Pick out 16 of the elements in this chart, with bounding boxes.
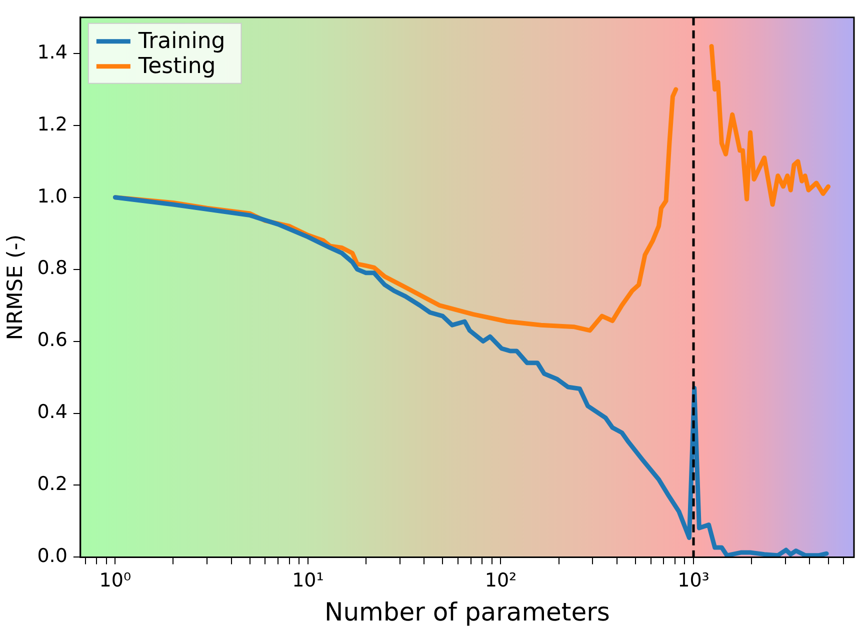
y-tick-label: 0.4 xyxy=(37,401,68,424)
y-tick-label: 0.6 xyxy=(37,329,68,352)
x-tick-label: 10³ xyxy=(678,570,710,592)
y-tick-label: 1.2 xyxy=(37,113,68,136)
x-tick-label: 10⁰ xyxy=(99,570,132,592)
y-tick-label: 1.4 xyxy=(37,41,68,64)
legend-label: Training xyxy=(137,29,226,54)
x-tick-label: 10² xyxy=(484,570,517,592)
y-tick-label: 0.0 xyxy=(37,545,68,568)
y-axis-title: NRMSE (-) xyxy=(3,234,28,340)
x-tick-label: 10¹ xyxy=(292,570,324,592)
legend-label: Testing xyxy=(137,54,216,80)
y-tick-label: 0.2 xyxy=(37,473,68,496)
x-axis-title: Number of parameters xyxy=(324,598,610,626)
y-tick-label: 1.0 xyxy=(37,185,68,208)
y-tick-label: 0.8 xyxy=(37,257,68,280)
